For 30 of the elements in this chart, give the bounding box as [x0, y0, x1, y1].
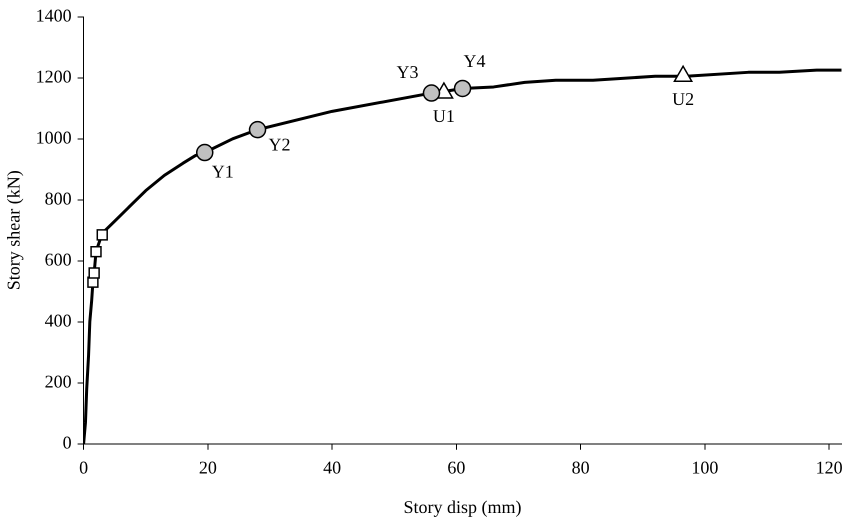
- y-tick-label: 1000: [36, 128, 72, 148]
- point: [196, 144, 214, 162]
- y-tick-label: 600: [44, 250, 72, 270]
- y-tick-label: 800: [44, 188, 72, 209]
- x-axis-title: Story disp (mm): [404, 496, 522, 517]
- point: [88, 267, 100, 279]
- x-tick-label: 80: [572, 457, 590, 478]
- y-axis-title: Story shear (kN): [4, 170, 24, 290]
- annotation: U1: [432, 106, 455, 126]
- point: [422, 84, 440, 102]
- y-tick-label: 200: [44, 372, 72, 392]
- x-tick-label: 60: [447, 457, 466, 478]
- annotation: Y2: [268, 134, 291, 154]
- x-tick-label: 100: [691, 457, 718, 478]
- y-tick-label: 1400: [36, 6, 72, 26]
- annotation: Y4: [464, 51, 486, 72]
- point: [90, 246, 102, 258]
- point: [248, 120, 266, 138]
- point: [454, 80, 472, 98]
- y-tick-label: 400: [44, 310, 72, 331]
- y-tick-label: 0: [62, 432, 72, 453]
- annotation: Y3: [396, 62, 418, 82]
- annotation: Y1: [212, 161, 234, 182]
- y-tick-label: 1200: [36, 66, 72, 87]
- point: [96, 229, 108, 241]
- x-tick-label: 40: [323, 457, 342, 478]
- x-tick-label: 120: [816, 457, 843, 478]
- x-tick-label: 20: [198, 457, 217, 478]
- x-tick-label: 0: [79, 457, 88, 478]
- annotation: U2: [672, 89, 694, 110]
